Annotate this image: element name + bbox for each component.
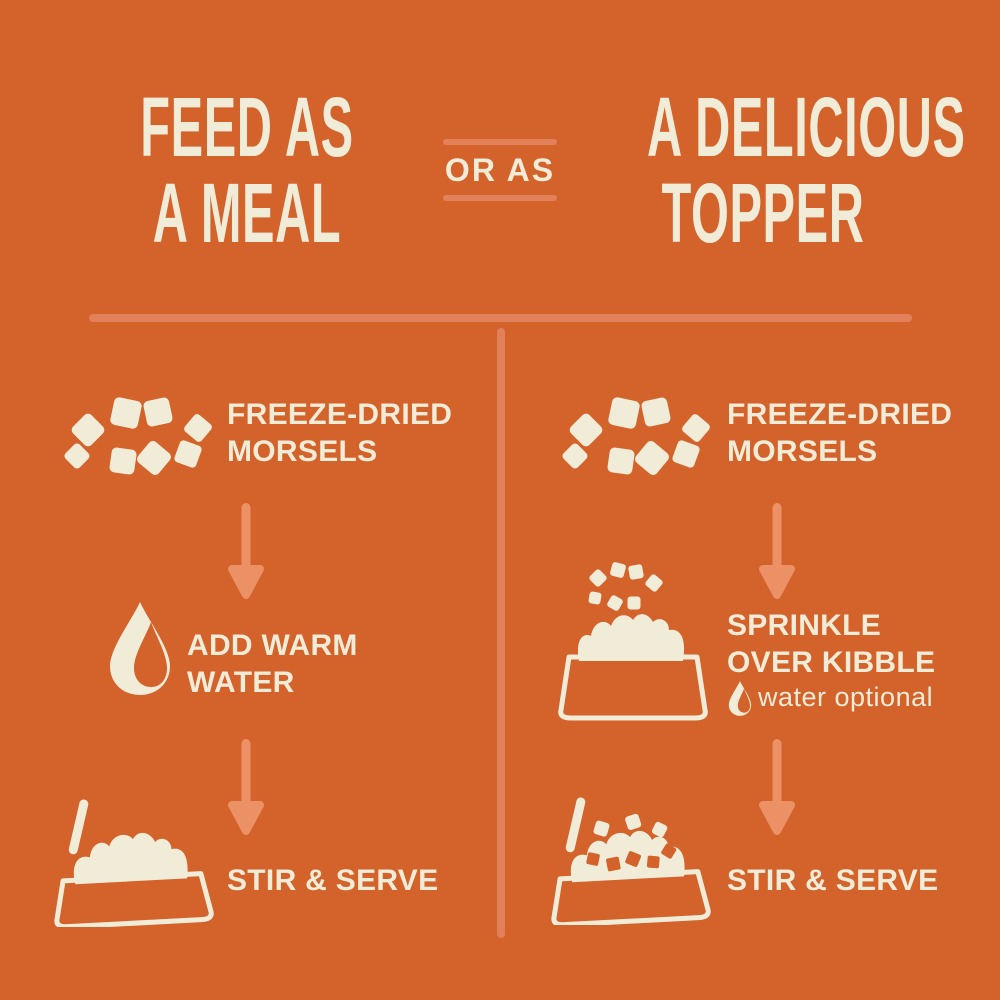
step-label-stir-and-serve: STIR & SERVE bbox=[227, 864, 439, 897]
right-column-title: A DELICIOUS TOPPER bbox=[647, 80, 966, 260]
step-label-freeze-dried-morsels: FREEZE-DRIED MORSELS bbox=[227, 398, 453, 468]
bowl-with-spoon-icon bbox=[54, 799, 214, 927]
or-as-bottom-rule bbox=[443, 195, 557, 201]
vertical-divider bbox=[497, 328, 505, 938]
down-arrow-icon bbox=[228, 503, 264, 599]
right-title-line2: TOPPER bbox=[661, 166, 865, 260]
small-water-drop-icon bbox=[728, 681, 752, 716]
freeze-dried-morsels-icon bbox=[562, 397, 710, 475]
water-optional-note: water optional bbox=[758, 682, 934, 712]
bowl-with-morsels-and-spoon-icon bbox=[551, 797, 711, 925]
water-drop-icon bbox=[110, 602, 170, 695]
right-title-line1: A DELICIOUS bbox=[647, 80, 966, 174]
sprinkle-bowl-icon bbox=[558, 562, 708, 721]
step-label-sprinkle-over-kibble: SPRINKLE OVER KIBBLE bbox=[727, 609, 936, 679]
down-arrow-icon bbox=[759, 739, 795, 835]
step-label-freeze-dried-morsels: FREEZE-DRIED MORSELS bbox=[727, 398, 953, 468]
step-label-stir-and-serve: STIR & SERVE bbox=[727, 864, 939, 897]
horizontal-divider bbox=[89, 314, 912, 322]
left-column-title: FEED AS A MEAL bbox=[131, 84, 363, 256]
left-title-line2: A MEAL bbox=[152, 166, 342, 260]
freeze-dried-morsels-icon bbox=[64, 397, 212, 475]
down-arrow-icon bbox=[228, 739, 264, 835]
left-title-line1: FEED AS bbox=[140, 80, 354, 174]
step-label-add-warm-water: ADD WARM WATER bbox=[187, 629, 358, 699]
down-arrow-icon bbox=[759, 503, 795, 599]
or-as-top-rule bbox=[443, 139, 557, 145]
or-as-label: OR AS bbox=[444, 152, 556, 188]
or-as-separator: OR AS bbox=[433, 139, 567, 201]
